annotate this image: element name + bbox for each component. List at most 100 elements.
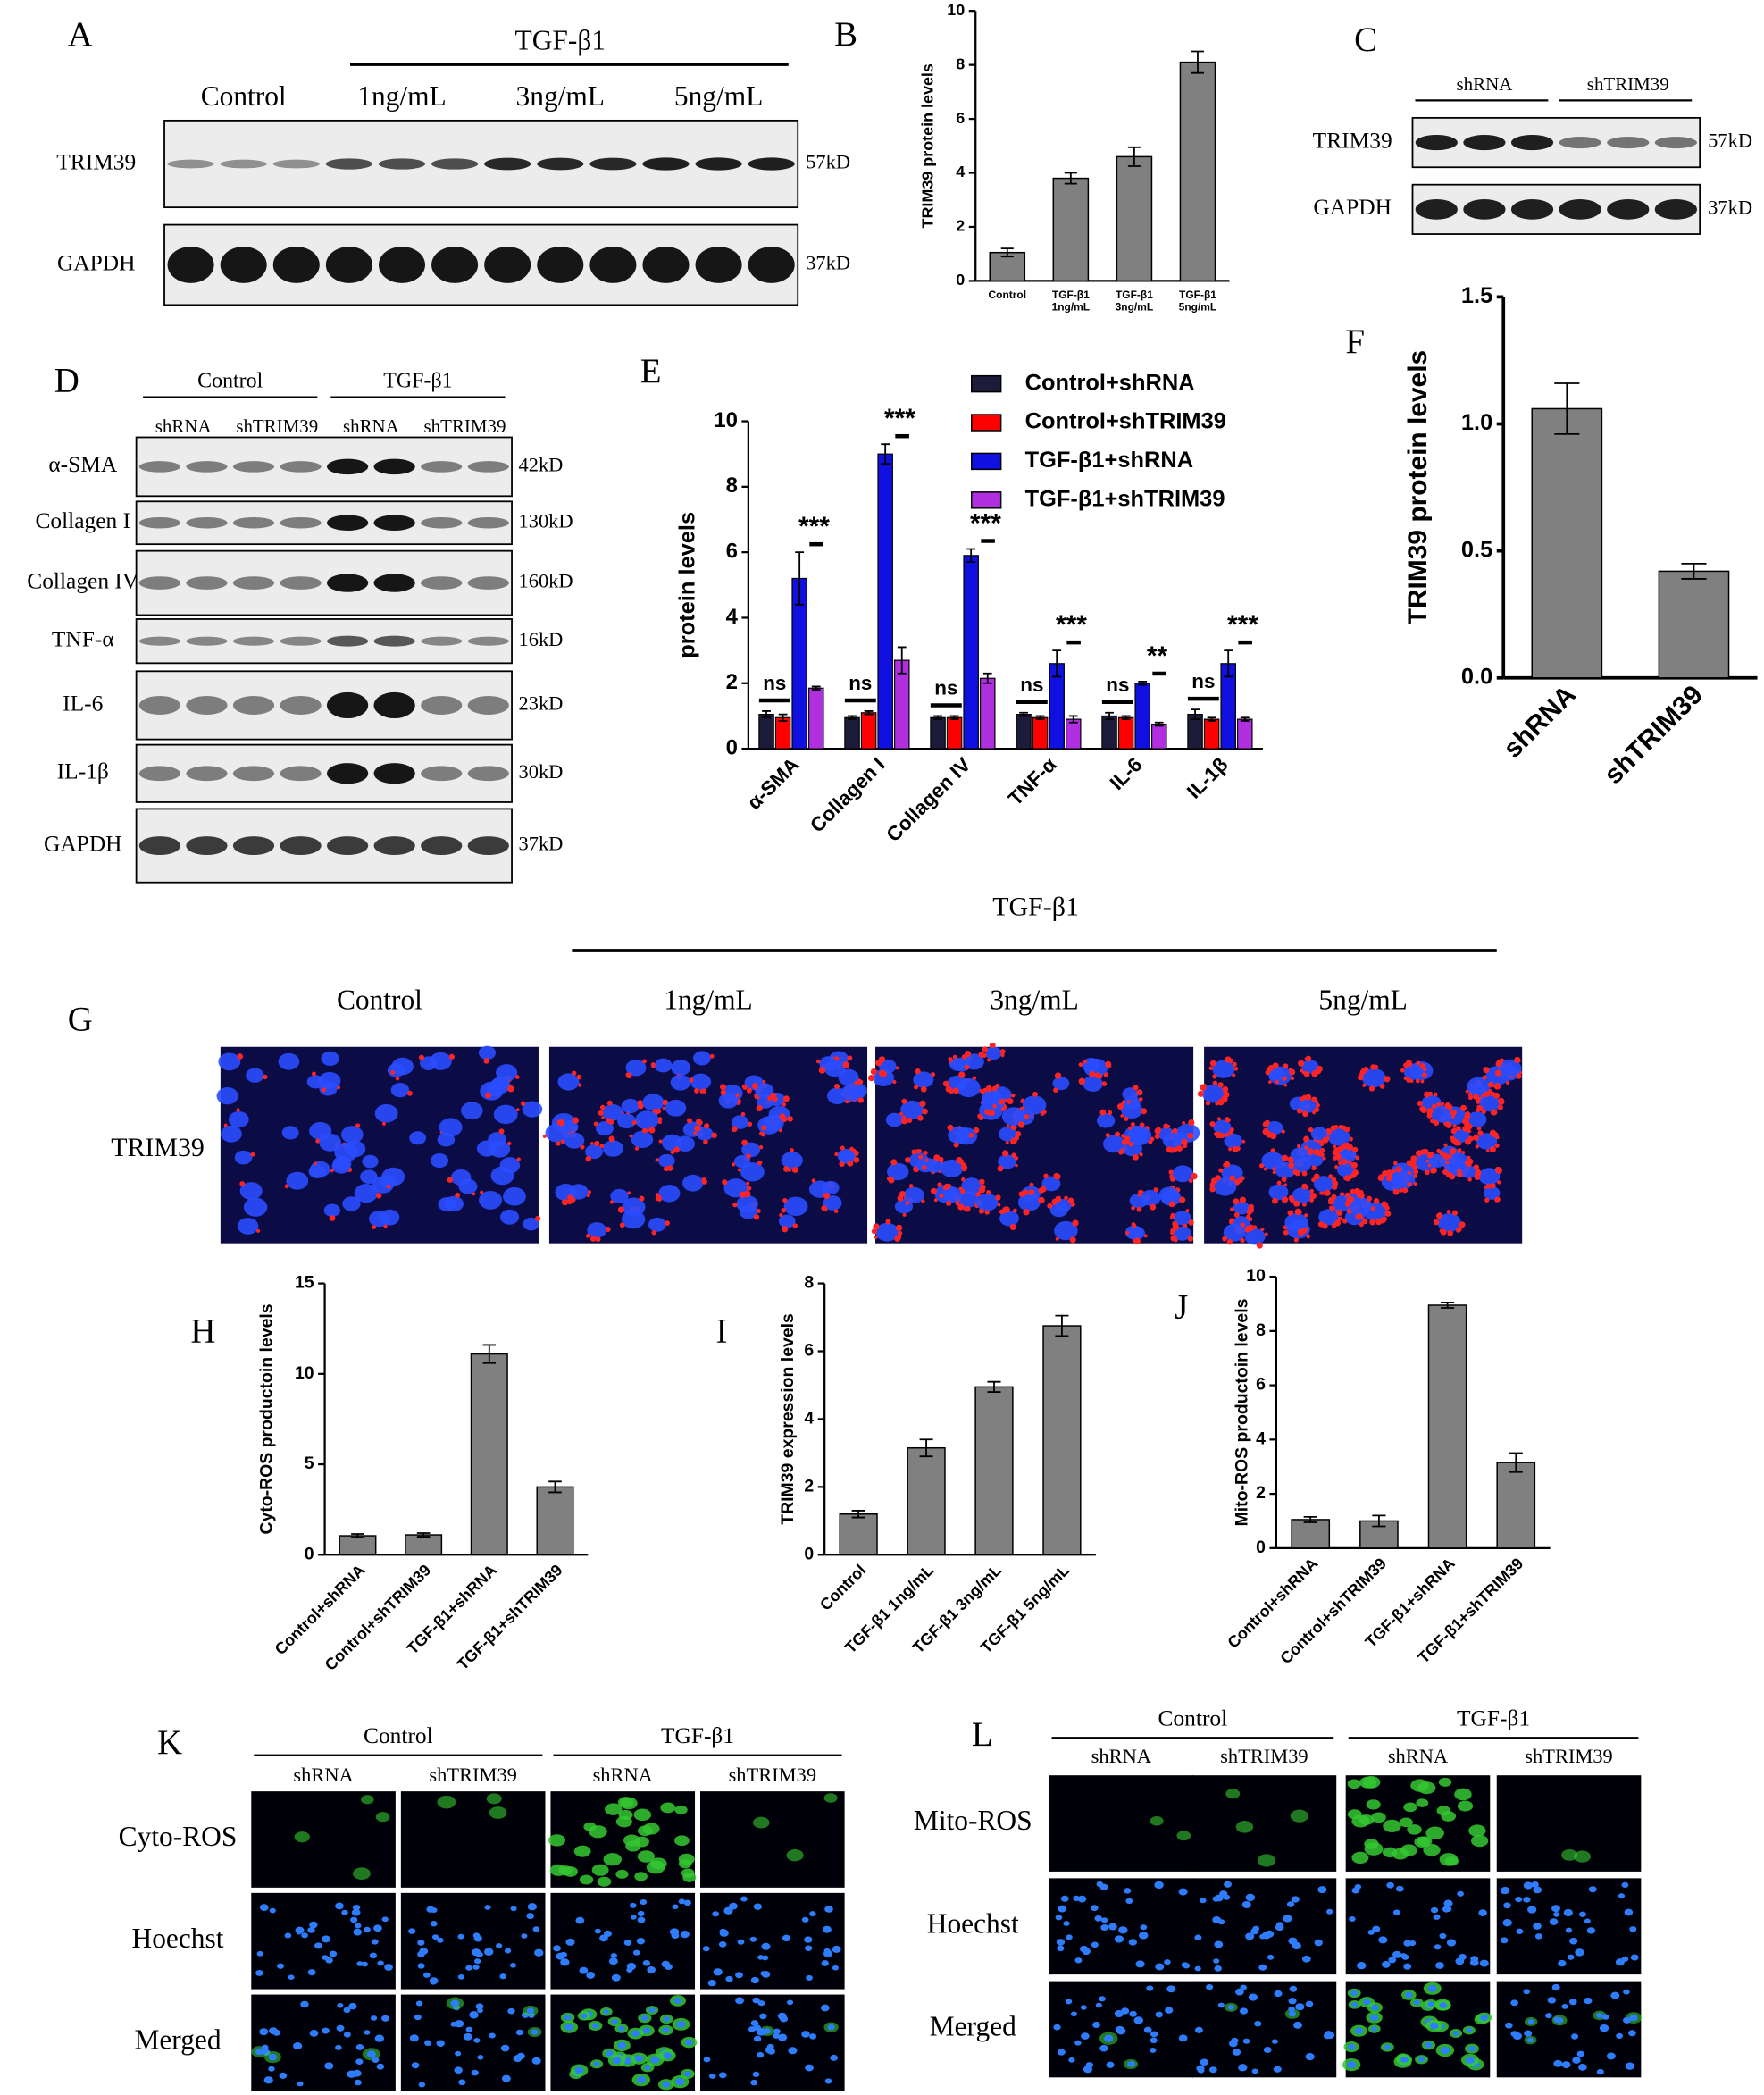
cell-nucleus bbox=[683, 2071, 691, 2077]
trim39-signal bbox=[1304, 1056, 1309, 1061]
trim39-signal bbox=[792, 1223, 798, 1228]
micrograph bbox=[1049, 1775, 1194, 1872]
error-bar bbox=[351, 1533, 364, 1538]
trim39-signal bbox=[1370, 1206, 1375, 1211]
ros-signal bbox=[1150, 1815, 1164, 1826]
trim39-signal bbox=[1233, 1198, 1240, 1205]
trim39-signal bbox=[480, 1190, 484, 1194]
significance-label: *** bbox=[884, 404, 915, 433]
trim39-signal bbox=[1322, 1156, 1326, 1161]
trim39-signal bbox=[250, 1152, 255, 1157]
trim39-signal bbox=[557, 1119, 565, 1127]
ros-signal bbox=[563, 1866, 578, 1877]
cell-nucleus bbox=[752, 2071, 760, 2078]
trim39-signal bbox=[839, 1161, 845, 1168]
trim39-signal bbox=[973, 1127, 980, 1134]
trim39-signal bbox=[1446, 1210, 1451, 1214]
cell-nucleus bbox=[1618, 1893, 1626, 1899]
trim39-signal bbox=[1004, 1098, 1008, 1102]
subgroup-label: shRNA bbox=[593, 1764, 654, 1786]
trim39-signal bbox=[1124, 1135, 1131, 1143]
cell-nucleus bbox=[568, 1184, 589, 1200]
trim39-signal bbox=[1459, 1221, 1466, 1228]
cell-nucleus bbox=[1371, 2026, 1378, 2032]
trim39-signal bbox=[1311, 1096, 1318, 1102]
cell-nucleus bbox=[293, 2041, 303, 2050]
trim39-signal bbox=[1053, 1172, 1060, 1179]
trim39-signal bbox=[686, 1118, 693, 1124]
trim39-signal bbox=[655, 1158, 659, 1162]
trim39-signal bbox=[1450, 1135, 1455, 1141]
size-label: 42kD bbox=[519, 454, 564, 476]
x-tick-label-box: Control bbox=[988, 289, 1026, 300]
blot-band bbox=[1607, 199, 1650, 220]
cell-nucleus bbox=[801, 2031, 810, 2038]
cell-nucleus bbox=[221, 1125, 242, 1143]
cell-nucleus bbox=[1478, 1168, 1501, 1186]
cell-nucleus bbox=[1483, 1186, 1501, 1200]
trim39-signal bbox=[1494, 1197, 1500, 1203]
cell-nucleus bbox=[756, 2028, 766, 2036]
group-label: 5ng/mL bbox=[674, 80, 763, 112]
panel-letter: I bbox=[715, 1311, 727, 1350]
trim39-signal bbox=[315, 1138, 321, 1144]
cell-nucleus bbox=[729, 1902, 738, 1910]
ros-signal bbox=[674, 1805, 688, 1814]
cell-nucleus bbox=[900, 1100, 924, 1119]
cell-nucleus bbox=[623, 1940, 632, 1946]
trim39-signal bbox=[857, 1098, 863, 1103]
trim39-signal bbox=[1416, 1060, 1421, 1066]
cell-nucleus bbox=[475, 2003, 484, 2010]
trim39-signal bbox=[978, 1208, 984, 1214]
trim39-signal bbox=[1032, 1091, 1039, 1097]
trim39-signal bbox=[448, 1053, 455, 1060]
cell-nucleus bbox=[1212, 1916, 1222, 1923]
cell-nucleus bbox=[341, 1909, 348, 1915]
cell-nucleus bbox=[364, 1926, 371, 1933]
trim39-signal bbox=[1169, 1174, 1174, 1178]
trim39-signal bbox=[1420, 1079, 1425, 1084]
trim39-signal bbox=[980, 1184, 986, 1190]
trim39-signal bbox=[641, 1127, 648, 1134]
trim39-signal bbox=[1169, 1214, 1175, 1219]
bar bbox=[907, 1446, 946, 1556]
blot-band bbox=[280, 636, 322, 646]
cell-nucleus bbox=[1289, 1985, 1298, 1992]
cell-nucleus bbox=[376, 2063, 385, 2070]
row-label: Hoechst bbox=[927, 1907, 1019, 1939]
bar bbox=[536, 1486, 574, 1556]
cell-nucleus bbox=[941, 1159, 964, 1177]
error-bar bbox=[1068, 715, 1078, 724]
cell-nucleus bbox=[1162, 1132, 1183, 1149]
panel-letter: H bbox=[190, 1311, 215, 1350]
cell-nucleus bbox=[1405, 1991, 1413, 1999]
blot-band bbox=[1559, 199, 1601, 220]
trim39-signal bbox=[1304, 1145, 1308, 1150]
trim39-signal bbox=[1485, 1184, 1491, 1189]
blot-band bbox=[695, 157, 742, 171]
trim39-signal bbox=[1444, 1155, 1449, 1160]
cell-nucleus bbox=[585, 1144, 604, 1160]
trim39-signal bbox=[704, 1123, 710, 1129]
trim39-signal bbox=[1305, 1094, 1312, 1101]
cell-nucleus bbox=[355, 2044, 364, 2050]
error-bar bbox=[919, 1438, 933, 1458]
trim39-signal bbox=[694, 1087, 699, 1094]
cell-nucleus bbox=[1213, 1119, 1232, 1135]
cell-nucleus bbox=[1500, 1937, 1509, 1944]
cell-nucleus bbox=[1439, 2002, 1448, 2009]
cell-nucleus bbox=[603, 2008, 610, 2015]
cell-nucleus bbox=[713, 1968, 723, 1976]
cell-nucleus bbox=[463, 2032, 472, 2041]
cell-nucleus bbox=[1382, 1961, 1391, 1968]
cell-nucleus bbox=[1392, 1950, 1402, 1958]
cell-nucleus bbox=[306, 1075, 324, 1089]
bar bbox=[1016, 714, 1032, 750]
error-bar bbox=[881, 443, 890, 465]
bar bbox=[946, 716, 963, 750]
ros-signal bbox=[681, 1868, 695, 1878]
ros-signal bbox=[1416, 1798, 1429, 1807]
trim39-signal bbox=[1212, 1080, 1218, 1086]
trim39-signal bbox=[595, 1236, 601, 1243]
trim39-signal bbox=[1138, 1193, 1141, 1197]
